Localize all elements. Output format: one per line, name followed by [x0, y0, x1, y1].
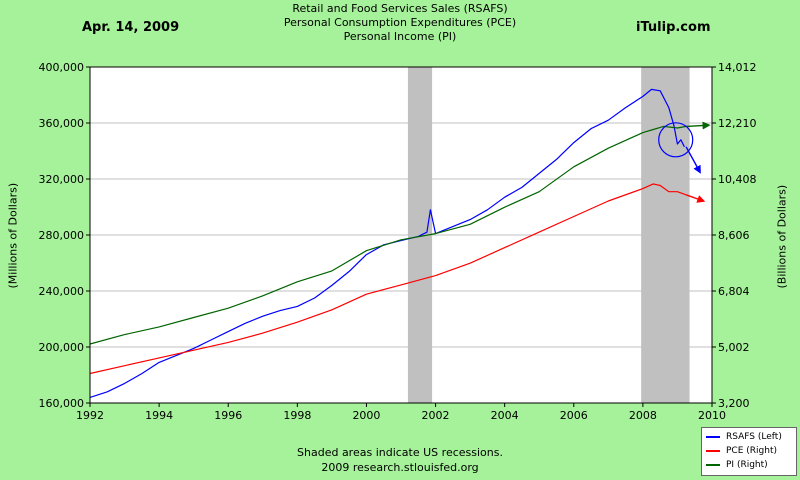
y-tick-label-left-0: 160,000: [39, 397, 85, 410]
plot-border: [89, 66, 713, 404]
series-line-1: [89, 183, 687, 375]
y-tick-label-right-3: 8,606: [718, 229, 750, 242]
y-tick-label-left-2: 240,000: [39, 285, 85, 298]
y-tick-label-right-2: 6,804: [718, 285, 750, 298]
x-tick-label-5: 2002: [422, 409, 450, 422]
x-tick-label-6: 2004: [491, 409, 519, 422]
y-tick-label-right-1: 5,002: [718, 341, 750, 354]
chart-legend: RSAFS (Left) PCE (Right) PI (Right): [701, 427, 797, 476]
legend-item-pce: PCE (Right): [706, 445, 777, 457]
chart-title-line-3: Personal Income (PI): [343, 30, 457, 43]
y-tick-label-right-6: 14,012: [718, 61, 757, 74]
x-tick-label-0: 1992: [76, 409, 104, 422]
annotation-circle-3: [658, 122, 694, 158]
y-tick-label-left-4: 320,000: [39, 173, 85, 186]
x-tick-label-1: 1994: [145, 409, 173, 422]
legend-swatch-pce: [706, 450, 720, 452]
chart-date: Apr. 14, 2009: [82, 20, 180, 35]
y-tick-label-right-0: 3,200: [718, 397, 750, 410]
y-tick-label-left-5: 360,000: [39, 117, 85, 130]
y-tick-label-left-6: 400,000: [39, 61, 85, 74]
legend-item-pi: PI (Right): [706, 459, 768, 471]
footnote-source: 2009 research.stlouisfed.org: [321, 461, 479, 474]
annotation-arrow-1: [685, 194, 706, 203]
legend-label-rsafs: RSAFS (Left): [726, 432, 782, 442]
legend-swatch-rsafs: [706, 436, 720, 438]
brand-label: iTulip.com: [636, 20, 711, 35]
y-tick-label-right-5: 12,210: [718, 117, 757, 130]
x-tick-label-2: 1996: [214, 409, 242, 422]
y-tick-label-left-1: 200,000: [39, 341, 85, 354]
annotation-arrow-2: [686, 121, 711, 130]
legend-swatch-pi: [706, 464, 720, 466]
chart-title-line-1: Retail and Food Services Sales (RSAFS): [292, 2, 508, 15]
x-tick-label-9: 2010: [698, 409, 726, 422]
legend-item-rsafs: RSAFS (Left): [706, 431, 782, 443]
legend-label-pce: PCE (Right): [726, 446, 777, 456]
x-tick-label-3: 1998: [283, 409, 311, 422]
series-line-0: [89, 88, 685, 398]
footnote-recessions: Shaded areas indicate US recessions.: [297, 446, 503, 459]
y-tick-label-right-4: 10,408: [718, 173, 757, 186]
x-tick-label-4: 2000: [352, 409, 380, 422]
y-tick-label-left-3: 280,000: [39, 229, 85, 242]
x-tick-label-7: 2006: [560, 409, 588, 422]
x-tick-label-8: 2008: [629, 409, 657, 422]
series-line-2: [89, 125, 687, 345]
legend-label-pi: PI (Right): [726, 460, 768, 470]
chart-title-line-2: Personal Consumption Expenditures (PCE): [283, 16, 517, 29]
